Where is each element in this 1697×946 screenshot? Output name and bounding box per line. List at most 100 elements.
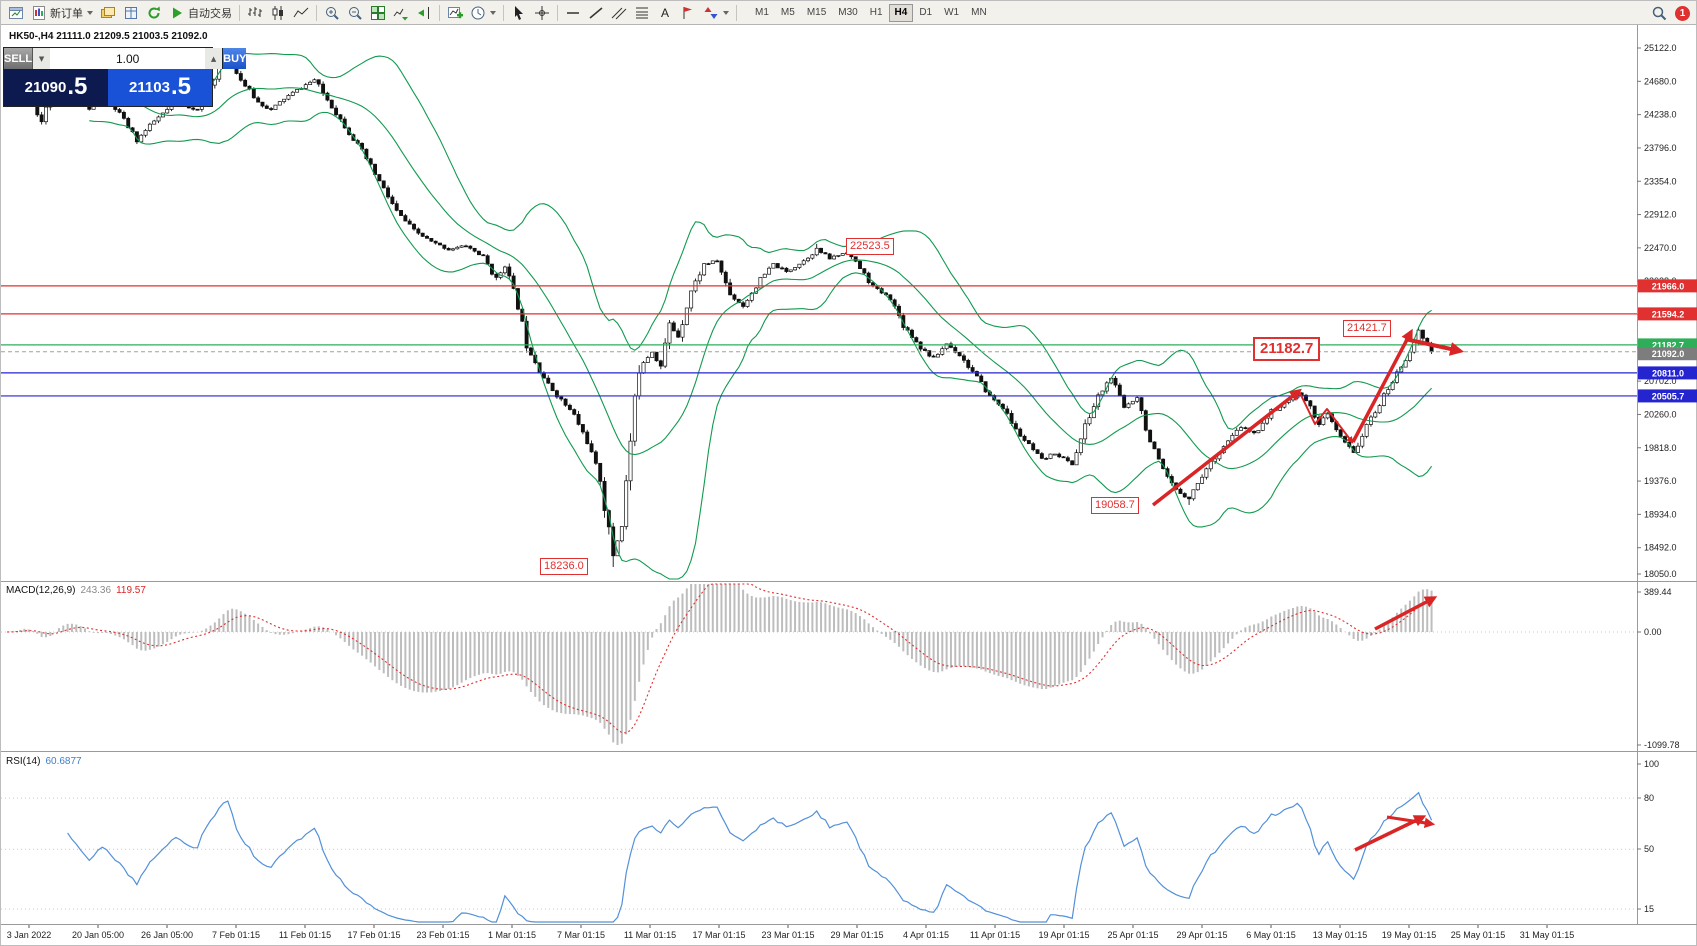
trend-arrow-rsi[interactable] [1354, 815, 1427, 852]
candle [697, 274, 702, 282]
auto-scroll-icon [393, 8, 408, 20]
candle [446, 248, 451, 251]
candle [974, 371, 979, 377]
candle [1061, 456, 1066, 459]
candle [1182, 493, 1187, 498]
channel-tool-button[interactable] [608, 3, 630, 23]
candle [429, 238, 434, 242]
toolbar: 新订单 自动交易 A M1 M5 M15 M30 H [1, 1, 1696, 25]
buy-button[interactable]: BUY [222, 48, 247, 69]
rsi-axis-label: 80 [1644, 793, 1654, 803]
timeframe-button-M1[interactable]: M1 [749, 4, 775, 22]
price-tag-label: 21182.7 [1652, 340, 1684, 350]
timeframe-button-D1[interactable]: D1 [913, 4, 938, 22]
new-order-button[interactable]: 新订单 [28, 3, 96, 23]
candle [580, 424, 585, 433]
trend-arrow-rsi[interactable] [1386, 815, 1436, 829]
rsi-axis-label: 15 [1644, 904, 1654, 914]
cursor-icon [515, 5, 523, 20]
timeframe-button-MN[interactable]: MN [965, 4, 993, 22]
trend-arrow-macd[interactable] [1374, 596, 1438, 631]
candle [845, 252, 849, 255]
bollinger-middle [89, 87, 1432, 470]
candle [1035, 449, 1040, 454]
trend-arrow-main[interactable] [1151, 388, 1302, 507]
line-chart-button[interactable] [290, 3, 312, 23]
candle [459, 245, 464, 248]
cursor-button[interactable] [508, 3, 530, 23]
arrows-tool-button[interactable] [700, 3, 732, 23]
window-menu-button[interactable] [5, 3, 27, 23]
trendline-tool-button[interactable] [585, 3, 607, 23]
time-axis-label: 7 Mar 01:15 [557, 930, 605, 940]
price-axis-label: 18492.0 [1644, 543, 1677, 553]
text-tool-button[interactable]: A [654, 3, 676, 23]
tile-windows-button[interactable] [367, 3, 389, 23]
trend-arrow-main[interactable] [1298, 390, 1354, 444]
timeframe-button-M30[interactable]: M30 [832, 4, 863, 22]
buy-price-display[interactable]: 21103 .5 [108, 69, 212, 106]
candle [420, 232, 425, 237]
rsi-axis-label: 50 [1644, 844, 1654, 854]
candle [1083, 423, 1088, 440]
hline-tool-button[interactable] [562, 3, 584, 23]
volume-decrease-button[interactable]: ▼ [33, 48, 51, 69]
trend-arrow-main[interactable] [1351, 328, 1413, 443]
time-axis-label: 29 Mar 01:15 [830, 930, 883, 940]
zoom-out-button[interactable] [344, 3, 366, 23]
crosshair-button[interactable] [531, 3, 553, 23]
candle [1381, 393, 1386, 406]
data-window-button[interactable] [120, 3, 142, 23]
candle [1386, 389, 1391, 395]
auto-scroll-button[interactable] [390, 3, 412, 23]
rsi-layer [1, 791, 1637, 923]
candlestick-button[interactable] [267, 3, 289, 23]
label-tool-button[interactable] [677, 3, 699, 23]
period-button[interactable] [467, 3, 499, 23]
candle [910, 329, 914, 338]
price-axis-label: 19376.0 [1644, 476, 1677, 486]
bar-chart-button[interactable] [244, 3, 266, 23]
new-order-icon [33, 5, 45, 20]
notification-badge[interactable]: 1 [1675, 5, 1690, 21]
zoom-in-button[interactable] [321, 3, 343, 23]
time-axis-label: 26 Jan 05:00 [141, 930, 193, 940]
new-chart-button[interactable] [444, 3, 466, 23]
sell-button[interactable]: SELL [4, 48, 34, 69]
volume-input[interactable] [50, 48, 206, 69]
profiles-button[interactable] [97, 3, 119, 23]
fibonacci-tool-button[interactable] [631, 3, 653, 23]
time-axis-label: 19 Apr 01:15 [1038, 930, 1089, 940]
sell-price-display[interactable]: 21090 .5 [4, 69, 108, 106]
timeframe-button-H4[interactable]: H4 [888, 3, 914, 22]
candle [143, 130, 148, 136]
time-axis-label: 1 Mar 01:15 [488, 930, 536, 940]
candle [386, 187, 390, 198]
candle [632, 395, 637, 442]
timeframe-button-H1[interactable]: H1 [864, 4, 889, 22]
volume-increase-button[interactable]: ▲ [205, 48, 223, 69]
candle [1135, 397, 1140, 402]
timeframe-button-M5[interactable]: M5 [775, 4, 801, 22]
candle [472, 247, 477, 252]
trend-arrow-main[interactable] [1404, 337, 1465, 356]
candle [325, 92, 330, 101]
search-icon[interactable] [1651, 5, 1667, 21]
candle [927, 350, 932, 357]
candle [1044, 458, 1049, 460]
candle [593, 451, 598, 464]
candle [554, 390, 559, 398]
candle [810, 254, 815, 259]
candle [316, 79, 321, 85]
candle [1048, 453, 1053, 459]
candle [1087, 417, 1092, 425]
candle [468, 245, 473, 249]
autotrading-button[interactable]: 自动交易 [166, 3, 235, 23]
timeframe-button-W1[interactable]: W1 [938, 4, 965, 22]
price-axis-label: 20260.0 [1644, 409, 1677, 419]
timeframe-button-M15[interactable]: M15 [801, 4, 832, 22]
refresh-button[interactable] [143, 3, 165, 23]
chart-shift-button[interactable] [413, 3, 435, 23]
